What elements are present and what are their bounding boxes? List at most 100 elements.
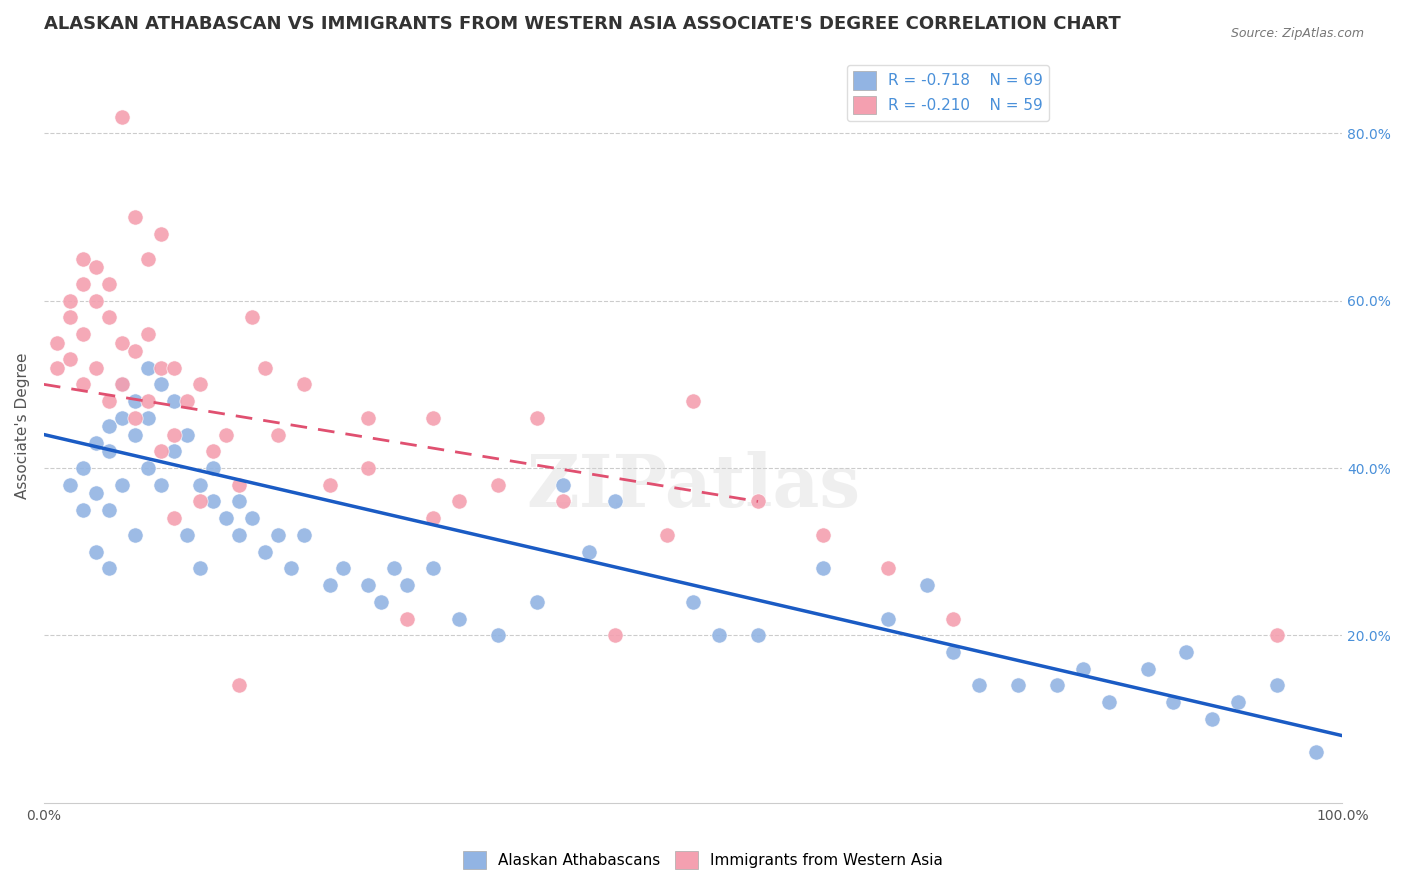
Point <box>318 477 340 491</box>
Point <box>84 544 107 558</box>
Point <box>747 628 769 642</box>
Point <box>97 277 120 291</box>
Point <box>97 394 120 409</box>
Point <box>214 427 236 442</box>
Point <box>136 252 159 266</box>
Point <box>176 394 198 409</box>
Point <box>1227 695 1250 709</box>
Point <box>228 528 250 542</box>
Point <box>707 628 730 642</box>
Point <box>292 528 315 542</box>
Point <box>97 503 120 517</box>
Point <box>384 561 406 575</box>
Point <box>149 227 172 241</box>
Point <box>201 444 224 458</box>
Point <box>163 394 186 409</box>
Point <box>553 477 575 491</box>
Point <box>59 477 82 491</box>
Point <box>1097 695 1119 709</box>
Point <box>84 436 107 450</box>
Point <box>266 427 288 442</box>
Point <box>163 511 186 525</box>
Point <box>201 494 224 508</box>
Point <box>59 310 82 325</box>
Point <box>1305 745 1327 759</box>
Point <box>188 477 211 491</box>
Point <box>682 394 704 409</box>
Point <box>449 494 471 508</box>
Point <box>124 427 146 442</box>
Point <box>449 611 471 625</box>
Point <box>72 277 94 291</box>
Point <box>149 477 172 491</box>
Point <box>59 352 82 367</box>
Point <box>228 494 250 508</box>
Point <box>292 377 315 392</box>
Point <box>84 360 107 375</box>
Point <box>149 377 172 392</box>
Point <box>72 461 94 475</box>
Point <box>45 360 67 375</box>
Point <box>97 561 120 575</box>
Point <box>111 477 134 491</box>
Point <box>1265 628 1288 642</box>
Point <box>422 410 444 425</box>
Point <box>136 360 159 375</box>
Point <box>1265 678 1288 692</box>
Point <box>280 561 302 575</box>
Point <box>163 444 186 458</box>
Point <box>811 561 834 575</box>
Point <box>1071 662 1094 676</box>
Point <box>876 611 898 625</box>
Point <box>84 486 107 500</box>
Point <box>188 494 211 508</box>
Point <box>266 528 288 542</box>
Point <box>136 410 159 425</box>
Point <box>486 628 509 642</box>
Point <box>84 293 107 308</box>
Point <box>97 444 120 458</box>
Y-axis label: Associate's Degree: Associate's Degree <box>15 353 30 500</box>
Point <box>124 410 146 425</box>
Point <box>605 494 627 508</box>
Point <box>188 561 211 575</box>
Point <box>876 561 898 575</box>
Text: ALASKAN ATHABASCAN VS IMMIGRANTS FROM WESTERN ASIA ASSOCIATE'S DEGREE CORRELATIO: ALASKAN ATHABASCAN VS IMMIGRANTS FROM WE… <box>44 15 1121 33</box>
Text: ZIPatlas: ZIPatlas <box>526 450 860 522</box>
Point <box>188 377 211 392</box>
Point <box>253 360 276 375</box>
Point <box>682 595 704 609</box>
Point <box>1175 645 1198 659</box>
Point <box>253 544 276 558</box>
Point <box>318 578 340 592</box>
Point <box>72 327 94 342</box>
Point <box>1046 678 1069 692</box>
Point <box>111 335 134 350</box>
Point <box>228 477 250 491</box>
Point <box>357 461 380 475</box>
Point <box>1007 678 1029 692</box>
Point <box>214 511 236 525</box>
Point <box>967 678 990 692</box>
Point <box>357 410 380 425</box>
Point <box>1201 712 1223 726</box>
Legend: Alaskan Athabascans, Immigrants from Western Asia: Alaskan Athabascans, Immigrants from Wes… <box>457 845 949 875</box>
Point <box>332 561 354 575</box>
Point <box>149 444 172 458</box>
Point <box>72 377 94 392</box>
Point <box>163 360 186 375</box>
Point <box>163 427 186 442</box>
Point <box>915 578 938 592</box>
Point <box>97 419 120 434</box>
Point <box>396 578 419 592</box>
Point <box>240 310 263 325</box>
Point <box>59 293 82 308</box>
Point <box>136 394 159 409</box>
Point <box>111 110 134 124</box>
Point <box>111 410 134 425</box>
Point <box>422 561 444 575</box>
Point <box>124 343 146 358</box>
Point <box>553 494 575 508</box>
Point <box>811 528 834 542</box>
Point <box>124 394 146 409</box>
